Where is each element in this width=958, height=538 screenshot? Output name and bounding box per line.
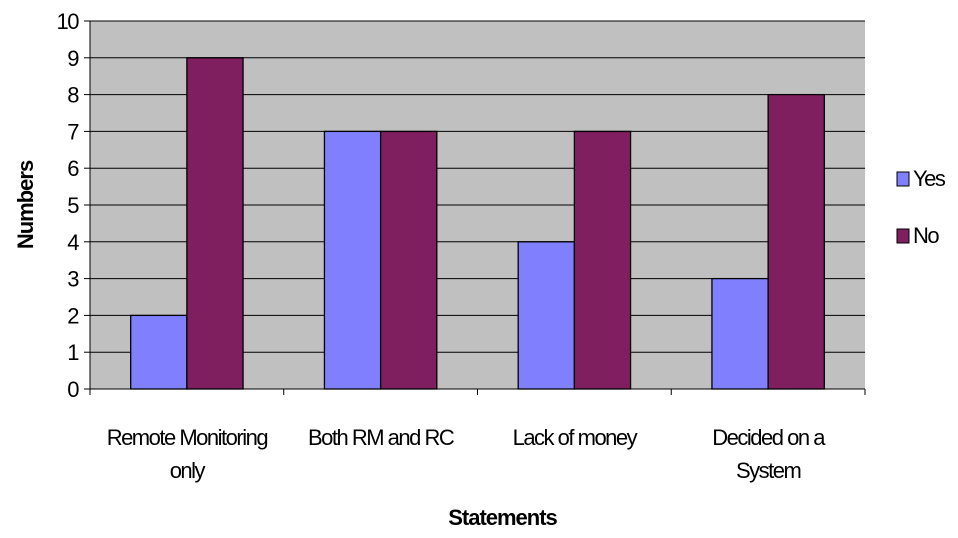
bar-yes-0 <box>130 314 188 390</box>
y-tick-label: 4 <box>67 230 79 255</box>
bar-no-3 <box>767 93 825 390</box>
x-category-label: Lack of money <box>513 425 638 450</box>
y-tick-label: 7 <box>67 119 79 144</box>
bar-no-1 <box>379 130 438 390</box>
x-category-labels: Remote Monitoring only Both RM and RC Lack … <box>107 425 828 483</box>
legend: Yes No <box>896 166 947 248</box>
legend-label-yes: Yes <box>913 166 946 191</box>
y-tick-label: 2 <box>67 303 79 328</box>
y-axis-title: Numbers <box>13 160 38 249</box>
x-category-label: Decided on a <box>712 425 826 450</box>
bars <box>130 57 825 390</box>
axes <box>84 20 866 395</box>
legend-swatch-no <box>896 228 910 244</box>
y-tick-labels: 0 1 2 3 4 5 6 7 8 9 10 <box>57 9 81 402</box>
y-tick-label: 9 <box>67 46 79 71</box>
bar-yes-1 <box>323 130 382 390</box>
y-tick-label: 6 <box>67 156 79 181</box>
y-tick-label: 0 <box>67 377 79 402</box>
bar-no-0 <box>186 57 244 390</box>
x-axis-title: Statements <box>448 505 557 530</box>
x-category-label: Both RM and RC <box>308 425 455 450</box>
bar-no-2 <box>573 130 632 390</box>
x-category-label: System <box>736 458 801 483</box>
legend-swatch-yes <box>896 171 910 187</box>
legend-label-no: No <box>913 223 939 248</box>
bar-yes-3 <box>711 277 769 390</box>
bar-yes-2 <box>517 241 576 390</box>
y-tick-label: 8 <box>67 83 79 108</box>
y-tick-label: 1 <box>67 340 79 365</box>
x-category-label: only <box>170 458 206 483</box>
y-tick-label: 3 <box>67 267 79 292</box>
y-tick-label: 10 <box>57 9 80 34</box>
y-tick-label: 5 <box>67 193 79 218</box>
x-category-label: Remote Monitoring <box>107 425 268 450</box>
